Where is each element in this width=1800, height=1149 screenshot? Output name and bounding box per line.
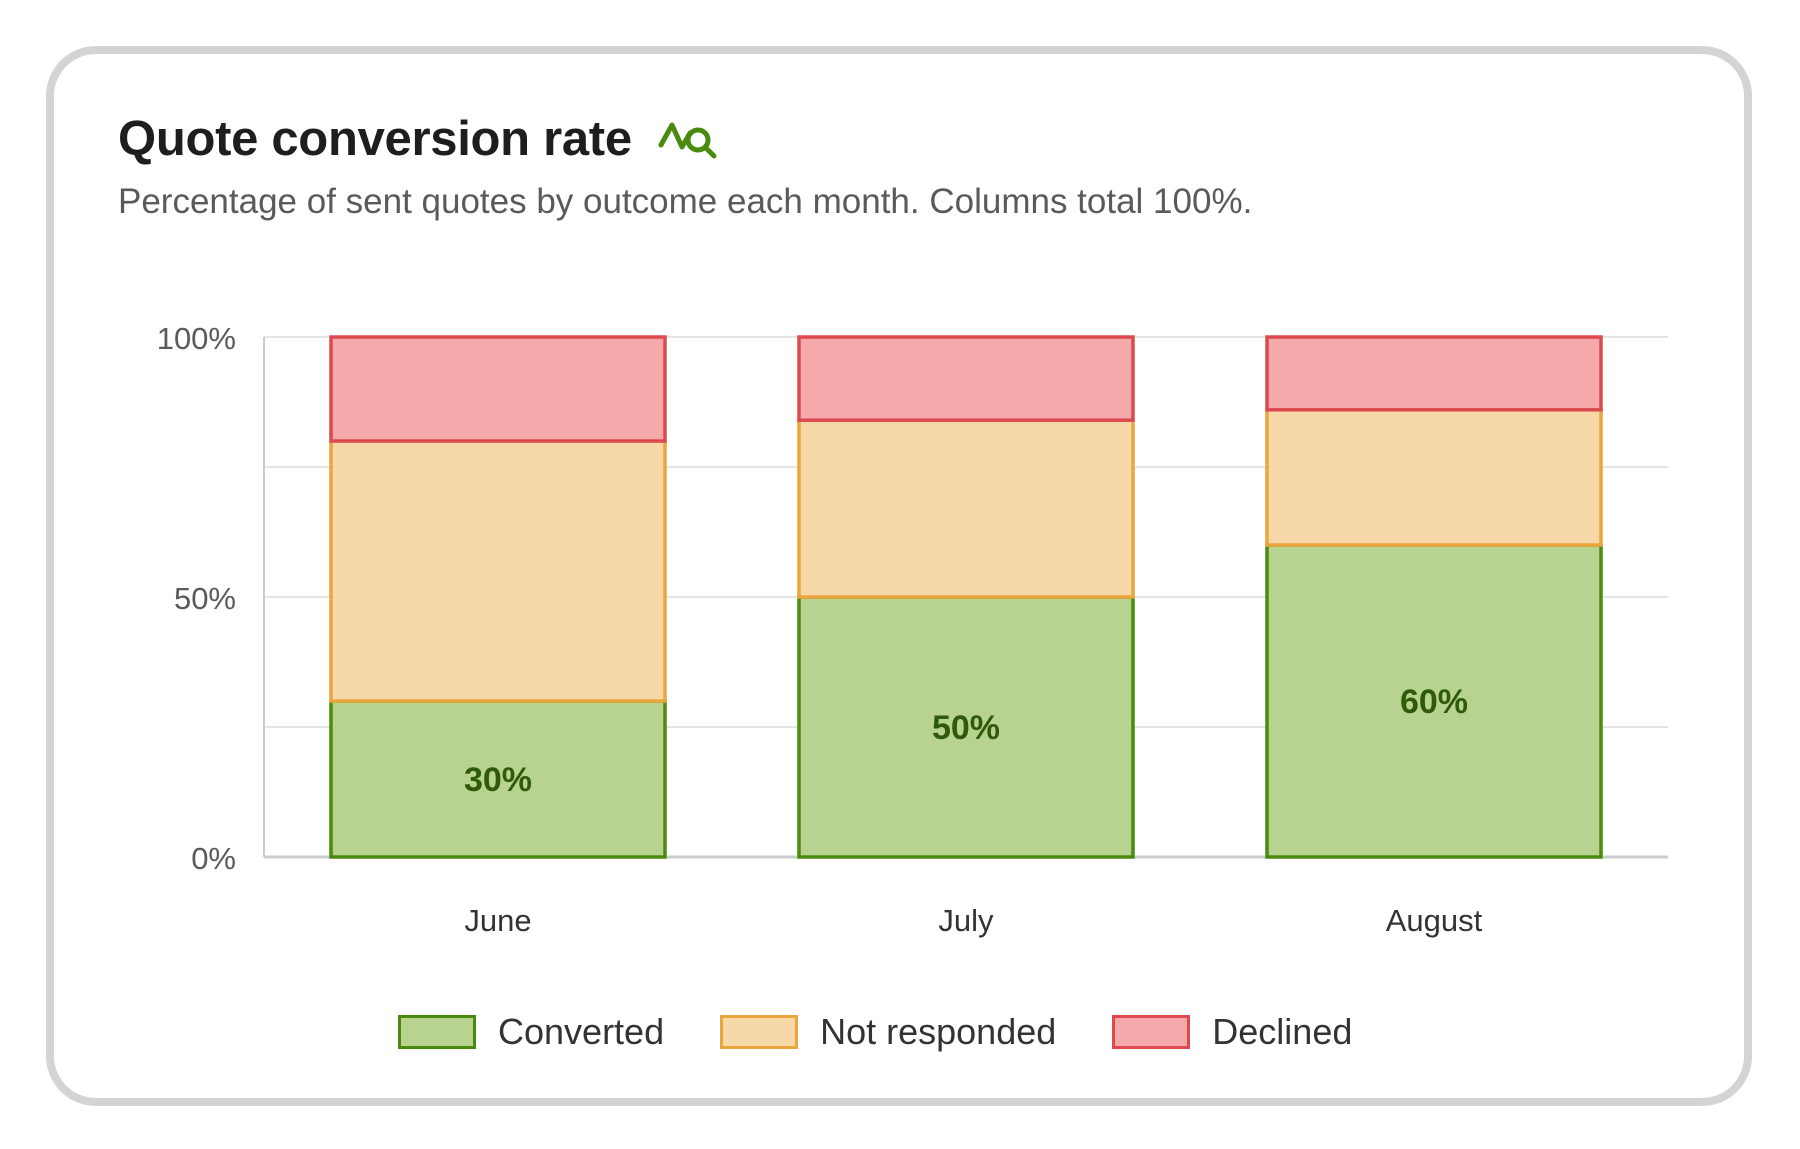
- chart-subtitle: Percentage of sent quotes by outcome eac…: [118, 182, 1253, 221]
- bar-segment-not-responded: [797, 418, 1135, 599]
- bar-segment-declined: [797, 335, 1135, 422]
- bar-data-label: 30%: [464, 761, 532, 799]
- chart-legend: Converted Not responded Declined: [398, 1007, 1408, 1057]
- title-row: Quote conversion rate: [118, 104, 720, 174]
- trend-search-icon[interactable]: [658, 113, 720, 165]
- legend-item-converted: Converted: [398, 1011, 664, 1053]
- bar-segment-converted: [329, 699, 667, 859]
- y-tick-label: 0%: [191, 841, 236, 876]
- legend-swatch: [720, 1015, 799, 1049]
- bar-segment-converted: [1265, 543, 1603, 859]
- bar-segment-converted: [797, 595, 1135, 859]
- legend-label: Declined: [1212, 1011, 1353, 1052]
- legend-swatch: [398, 1015, 476, 1049]
- bar-segment-not-responded: [1265, 408, 1603, 547]
- stacked-bar-chart: 0% 50% 100% 30% June 50% July 60% August: [157, 321, 1668, 938]
- y-tick-label: 100%: [157, 321, 236, 356]
- x-tick-label: August: [1386, 903, 1483, 938]
- y-tick-label: 50%: [174, 581, 236, 616]
- legend-label: Converted: [498, 1011, 665, 1052]
- bar-segment-not-responded: [329, 439, 667, 703]
- legend-item-not-responded: Not responded: [720, 1011, 1056, 1053]
- legend-label: Not responded: [820, 1011, 1057, 1052]
- bar-data-label: 60%: [1400, 683, 1468, 721]
- legend-swatch: [1112, 1015, 1191, 1049]
- bar-segment-declined: [329, 335, 667, 443]
- x-tick-label: July: [938, 903, 994, 938]
- bar-data-label: 50%: [932, 709, 1000, 747]
- x-tick-label: June: [464, 903, 531, 938]
- bar-segment-declined: [1265, 335, 1603, 412]
- legend-item-declined: Declined: [1112, 1011, 1352, 1053]
- chart-title: Quote conversion rate: [118, 112, 632, 166]
